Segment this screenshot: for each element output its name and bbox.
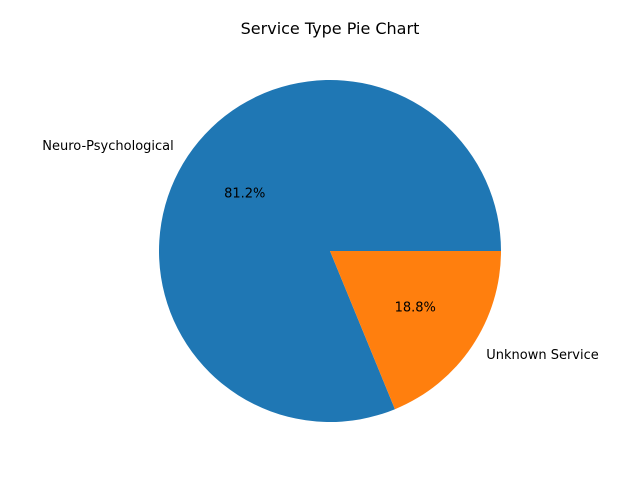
chart-title: Service Type Pie Chart — [241, 19, 420, 38]
percentage-label-unknown-service: 18.8% — [395, 301, 436, 316]
pie-slices — [159, 80, 502, 422]
category-label-unknown-service: Unknown Service — [486, 348, 599, 363]
category-label-neuro-psychological: Neuro-Psychological — [42, 139, 173, 154]
category-labels: Neuro-Psychological Unknown Service — [42, 139, 598, 363]
percentage-label-neuro-psychological: 81.2% — [224, 186, 265, 201]
pie-slice-unknown-service — [330, 251, 501, 410]
percentage-labels: 81.2% 18.8% — [224, 186, 436, 315]
